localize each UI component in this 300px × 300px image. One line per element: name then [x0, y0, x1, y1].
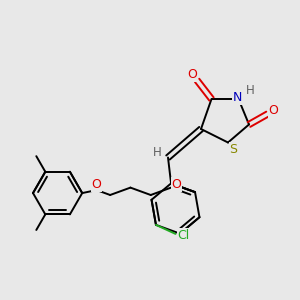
- Text: O: O: [92, 178, 101, 191]
- Text: H: H: [153, 146, 162, 160]
- Text: S: S: [230, 143, 237, 156]
- Text: Cl: Cl: [178, 229, 190, 242]
- Text: O: O: [188, 68, 197, 81]
- Text: O: O: [172, 178, 182, 191]
- Text: N: N: [233, 91, 243, 104]
- Text: O: O: [269, 104, 278, 117]
- Text: H: H: [246, 84, 255, 97]
